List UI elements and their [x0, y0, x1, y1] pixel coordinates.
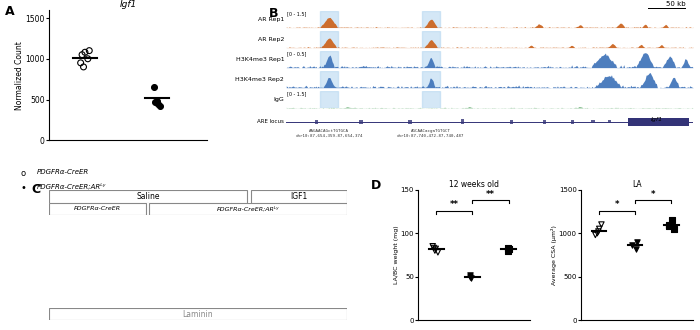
Point [150, 99, 161, 105]
Point [148, 85, 160, 90]
Text: •: • [20, 183, 27, 193]
Bar [421, 51, 440, 68]
Bar [592, 120, 594, 123]
Point [503, 245, 514, 250]
Point [427, 244, 438, 249]
Bar [315, 120, 318, 124]
Point [428, 245, 440, 250]
Text: H3K4me3 Rep1: H3K4me3 Rep1 [236, 57, 284, 62]
Point [82, 56, 93, 61]
Point [663, 224, 674, 229]
Point [429, 248, 440, 253]
Text: 50 kb: 50 kb [666, 1, 686, 7]
Bar [421, 91, 440, 108]
Bar [320, 11, 338, 27]
Text: C: C [31, 183, 41, 196]
Point [503, 246, 514, 251]
Bar [320, 51, 338, 68]
Point [79, 50, 90, 55]
Text: **: ** [450, 200, 459, 209]
Bar [421, 71, 440, 88]
Point [666, 217, 678, 223]
Text: **: ** [486, 190, 495, 199]
Text: PDGFRα-CreER;ARᴸʸ: PDGFRα-CreER;ARᴸʸ [217, 206, 279, 211]
Point [465, 272, 476, 278]
Point [430, 246, 441, 251]
Bar [320, 31, 338, 48]
Point [592, 231, 603, 236]
Point [590, 232, 601, 238]
Text: PDGFRα-CreER: PDGFRα-CreER [74, 206, 121, 211]
Bar [421, 11, 440, 27]
Text: Igf1: Igf1 [650, 117, 662, 122]
Y-axis label: Normalized Count: Normalized Count [15, 41, 24, 110]
Text: D: D [371, 179, 382, 192]
Text: [0 - 1.5]: [0 - 1.5] [287, 12, 307, 16]
Bar [571, 120, 574, 124]
Point [84, 48, 95, 53]
Bar [510, 120, 513, 124]
Text: H3K4me3 Rep2: H3K4me3 Rep2 [235, 77, 284, 82]
Text: PDGFRα-CreER;ARᴸʸ: PDGFRα-CreER;ARᴸʸ [36, 183, 106, 190]
Text: o: o [20, 169, 26, 178]
Point [668, 226, 680, 232]
Bar [608, 120, 611, 123]
Point [626, 242, 638, 247]
Point [503, 248, 514, 253]
Text: AGCAACacgaTGTGCT
chr10:87,740,472-87,740,487: AGCAACacgaTGTGCT chr10:87,740,472-87,740… [397, 129, 464, 138]
Point [466, 276, 477, 281]
Text: ARE locus: ARE locus [258, 119, 284, 124]
Point [464, 274, 475, 279]
Text: IgG: IgG [274, 97, 284, 102]
Point [631, 246, 642, 251]
Text: *: * [651, 190, 655, 199]
Bar [320, 91, 338, 108]
Text: AR Rep1: AR Rep1 [258, 17, 284, 22]
Text: PDGFRα-CreER: PDGFRα-CreER [36, 169, 89, 175]
Point [75, 60, 86, 65]
Text: *: * [615, 200, 620, 209]
Text: [0 - 1.5]: [0 - 1.5] [287, 92, 307, 97]
Text: B: B [269, 7, 279, 19]
Bar [49, 203, 146, 214]
Bar [628, 117, 689, 126]
Point [593, 229, 604, 234]
Point [594, 226, 605, 232]
Bar [542, 120, 546, 124]
Text: AR Rep2: AR Rep2 [258, 37, 284, 42]
Point [154, 103, 165, 109]
Point [632, 239, 643, 245]
Text: [0 - 0.5]: [0 - 0.5] [287, 51, 307, 56]
Point [151, 98, 162, 104]
Bar [360, 120, 363, 124]
Bar [320, 71, 338, 88]
Text: Saline: Saline [136, 192, 160, 201]
Point [664, 222, 675, 227]
Bar [251, 190, 346, 203]
Bar [149, 203, 346, 214]
Point [596, 222, 607, 227]
Text: A: A [5, 5, 14, 18]
Text: IGF1: IGF1 [290, 192, 307, 201]
Point [433, 250, 444, 255]
Point [76, 52, 88, 57]
Title: LA: LA [632, 180, 642, 189]
Y-axis label: Average CSA (μm²): Average CSA (μm²) [552, 225, 557, 285]
Point [78, 64, 89, 70]
Title: 12 weeks old: 12 weeks old [449, 180, 499, 189]
Title: Igf1: Igf1 [120, 0, 136, 9]
Text: Laminin: Laminin [183, 310, 213, 319]
Bar [49, 190, 247, 203]
Y-axis label: LA/BC weight (mg): LA/BC weight (mg) [394, 226, 399, 284]
Bar [421, 31, 440, 48]
Bar [408, 120, 412, 124]
Point [153, 101, 164, 106]
Text: AAGAACAGctTGTGCA
chr10:87,654,359-87,654,374: AAGAACAGctTGTGCA chr10:87,654,359-87,654… [295, 129, 363, 138]
Bar [461, 119, 464, 124]
